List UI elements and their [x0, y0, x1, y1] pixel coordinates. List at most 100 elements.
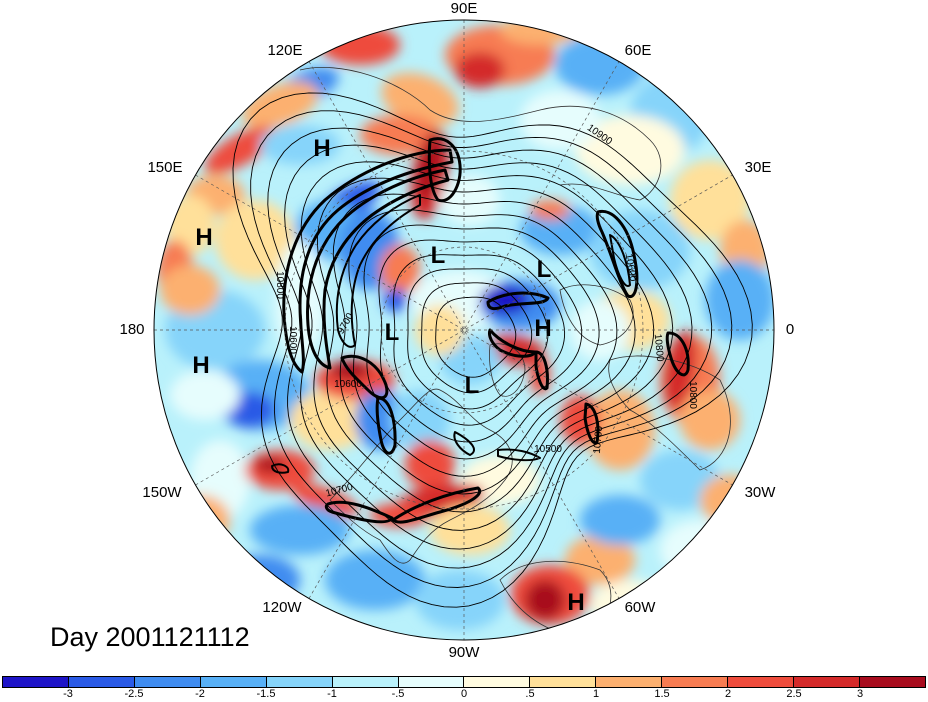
jet-contour	[609, 234, 631, 287]
colorbar-label: 3	[856, 688, 864, 700]
height-contour	[332, 193, 636, 495]
anomaly-patch	[215, 200, 295, 280]
anomaly-patch	[530, 200, 570, 220]
anomaly-patch	[525, 580, 565, 620]
anomaly-patch	[405, 440, 455, 490]
coastline-africa	[608, 355, 731, 471]
anomaly-patch	[220, 555, 300, 605]
colorbar-swatch	[596, 677, 663, 687]
graticule	[154, 20, 774, 640]
anomaly-patch	[580, 495, 660, 545]
contour-label: 10800	[687, 381, 698, 409]
coastline-asia	[299, 67, 662, 201]
pressure-centers: H H H L L H L L H	[192, 135, 584, 616]
meridian-line	[195, 174, 733, 486]
height-contour	[378, 239, 583, 443]
anomaly-patch	[680, 390, 740, 450]
coastline-europe	[559, 284, 634, 346]
jet-contour	[665, 331, 690, 377]
colorbar-swatch	[398, 677, 465, 687]
colorbar-label: .5	[525, 688, 535, 700]
longitude-label-150w: 150W	[142, 484, 182, 501]
height-contour	[393, 254, 566, 426]
colorbar-swatch	[859, 677, 925, 687]
longitude-label-90e: 90E	[451, 0, 478, 17]
colorbar-label: 1.5	[654, 688, 670, 700]
longitude-label-60e: 60E	[625, 42, 652, 59]
low-center-label: L	[431, 242, 446, 269]
map-title: Day 2001121112	[50, 622, 250, 652]
jet-contour	[391, 486, 482, 524]
jet-contour	[583, 402, 600, 445]
jet-contour	[306, 168, 450, 370]
colorbar-label: 2	[724, 688, 732, 700]
anomaly-patch	[705, 260, 774, 340]
colorbar-swatch	[266, 677, 333, 687]
coastline-north-america	[329, 388, 513, 564]
contour-label: 10600	[334, 379, 362, 390]
colorbar-label: -2	[195, 688, 205, 700]
anomaly-patch	[565, 535, 635, 585]
contour-label: 10600	[287, 326, 298, 354]
contour-label: 10500	[534, 444, 562, 455]
longitude-label-150e: 150E	[147, 159, 182, 176]
longitude-labels: 90E 60E 30E 0 30W 60W 90W 120W 150W 180 …	[119, 0, 794, 661]
jet-contour	[595, 209, 639, 298]
colorbar-label: -.5	[391, 688, 405, 700]
height-contour	[363, 224, 600, 460]
jet-contour	[497, 448, 541, 462]
low-center-label: L	[465, 372, 480, 399]
anomaly-patch	[325, 550, 425, 610]
anomaly-patch	[355, 390, 405, 450]
meridian-line	[308, 61, 620, 599]
jet-contour	[534, 350, 549, 391]
contour-label: 10800	[274, 271, 285, 299]
jet-contour	[375, 396, 397, 455]
anomaly-patch	[390, 390, 450, 450]
high-center-label: H	[567, 589, 584, 616]
jet-contour	[271, 463, 290, 474]
jet-contour	[282, 148, 454, 374]
anomaly-patch	[170, 495, 230, 545]
colorbar-label: -3	[63, 688, 73, 700]
colorbar-swatch	[464, 677, 531, 687]
high-center-label: H	[534, 315, 551, 342]
jet-contour	[335, 194, 421, 348]
anomaly-patch	[383, 288, 407, 312]
anomaly-patch	[640, 450, 720, 510]
anomaly-patch	[380, 245, 420, 295]
anomaly-patch	[485, 334, 545, 366]
anomaly-patch	[170, 370, 240, 420]
colorbar-swatch	[728, 677, 795, 687]
anomaly-patch	[500, 20, 580, 45]
colorbar-label: 0	[460, 688, 468, 700]
colorbar-swatch	[530, 677, 597, 687]
colorbar-label: 2.5	[786, 688, 802, 700]
colorbar-swatch	[3, 677, 69, 687]
anomaly-patch	[204, 126, 276, 174]
longitude-label-60w: 60W	[625, 599, 657, 616]
anomaly-patch	[415, 570, 505, 630]
height-contours	[232, 92, 753, 608]
height-contour	[407, 268, 549, 410]
contour-label: 10700	[592, 425, 605, 454]
colorbar-swatch	[134, 677, 201, 687]
height-contour	[232, 92, 753, 608]
low-center-label: L	[385, 319, 400, 346]
jet-contour	[488, 328, 537, 358]
anomaly-patch	[660, 520, 740, 580]
longitude-label-30w: 30W	[745, 484, 777, 501]
anomaly-patch	[320, 25, 400, 65]
contour-label: 10800	[652, 333, 665, 362]
colorbar-swatch	[200, 677, 267, 687]
colorbar-swatch	[662, 677, 729, 687]
longitude-label-90w: 90W	[449, 644, 481, 661]
anomaly-patch	[291, 483, 359, 517]
anomaly-patch	[415, 305, 465, 355]
longitude-label-120e: 120E	[267, 42, 302, 59]
longitude-label-30e: 30E	[745, 159, 772, 176]
contour-label: 10600	[623, 253, 639, 283]
anomaly-patch	[360, 115, 440, 155]
high-center-label: H	[192, 352, 209, 379]
anomaly-patch	[455, 52, 505, 88]
